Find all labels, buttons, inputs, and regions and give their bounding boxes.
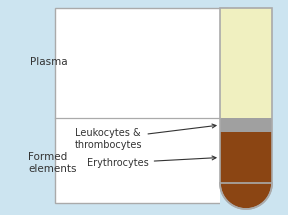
Bar bbox=[220, 8, 272, 183]
Bar bbox=[220, 132, 272, 183]
Ellipse shape bbox=[220, 157, 272, 209]
Text: Erythrocytes: Erythrocytes bbox=[87, 156, 216, 168]
Bar bbox=[220, 183, 272, 209]
Text: Formed
elements: Formed elements bbox=[28, 152, 77, 174]
Text: Plasma: Plasma bbox=[30, 57, 68, 67]
Ellipse shape bbox=[220, 157, 272, 209]
Bar bbox=[220, 118, 272, 132]
Bar bbox=[220, 8, 272, 118]
Bar bbox=[55, 8, 228, 203]
Text: Leukocytes &
thrombocytes: Leukocytes & thrombocytes bbox=[75, 124, 216, 150]
